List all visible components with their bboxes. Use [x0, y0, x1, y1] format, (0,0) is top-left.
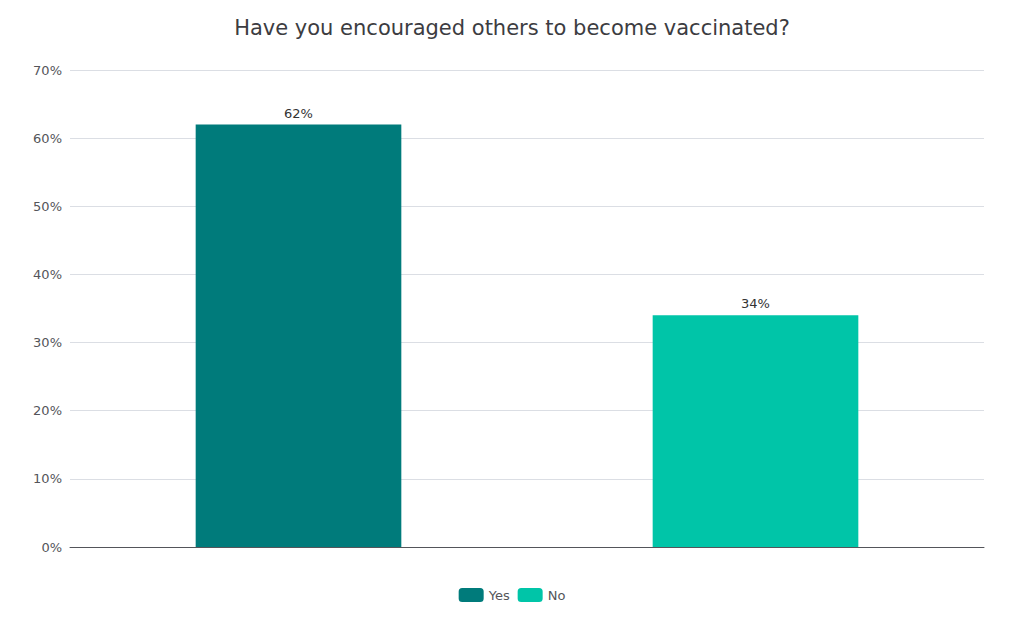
- svg-text:30%: 30%: [33, 335, 62, 350]
- svg-text:60%: 60%: [33, 131, 62, 146]
- svg-text:70%: 70%: [33, 63, 62, 78]
- svg-text:62%: 62%: [284, 106, 313, 121]
- svg-text:Have you encouraged others to: Have you encouraged others to become vac…: [234, 16, 790, 40]
- svg-text:0%: 0%: [41, 540, 62, 555]
- svg-text:10%: 10%: [33, 471, 62, 486]
- svg-text:Yes: Yes: [488, 588, 510, 603]
- svg-text:34%: 34%: [741, 296, 770, 311]
- svg-text:20%: 20%: [33, 403, 62, 418]
- svg-text:50%: 50%: [33, 199, 62, 214]
- svg-text:40%: 40%: [33, 267, 62, 282]
- svg-text:No: No: [548, 588, 566, 603]
